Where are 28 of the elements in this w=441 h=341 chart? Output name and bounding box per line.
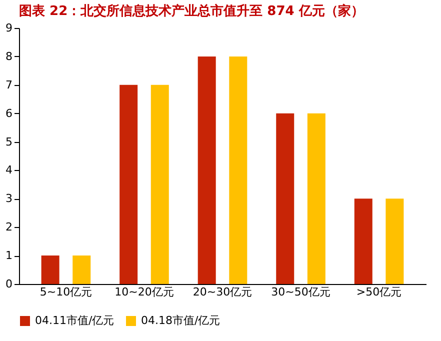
- y-tick-label: 4: [6, 164, 12, 177]
- y-tick-label: 5: [6, 135, 12, 148]
- x-tick-label: 10~20亿元: [114, 286, 174, 298]
- y-tick-label: 6: [6, 106, 12, 120]
- y-tick-label: 2: [6, 220, 12, 234]
- bar: [386, 198, 404, 284]
- x-tick-label: >50亿元: [356, 286, 402, 298]
- bar: [150, 84, 169, 284]
- bar: [198, 56, 216, 284]
- y-tick-label: 8: [6, 50, 12, 63]
- y-tick-label: 3: [6, 192, 12, 206]
- y-tick-label: 1: [6, 249, 12, 262]
- x-tick-label: 5~10亿元: [40, 286, 92, 298]
- bar: [72, 256, 91, 284]
- bar: [120, 84, 138, 284]
- bar: [354, 198, 372, 284]
- chart-title: 图表 22：北交所信息技术产业总市值升至 874 亿元（家）: [19, 3, 364, 19]
- x-tick-label: 20~30亿元: [192, 286, 252, 298]
- x-tick-label: 30~50亿元: [271, 286, 330, 298]
- legend-label: 04.11市值/亿元: [35, 314, 114, 327]
- y-tick-label: 7: [6, 78, 12, 92]
- bar: [229, 56, 248, 284]
- bar: [276, 113, 294, 284]
- bar: [41, 256, 60, 284]
- bar: [307, 113, 326, 284]
- y-tick-label: 9: [6, 22, 12, 34]
- y-tick-label: 0: [6, 278, 12, 290]
- legend-label: 04.18市值/亿元: [141, 314, 220, 327]
